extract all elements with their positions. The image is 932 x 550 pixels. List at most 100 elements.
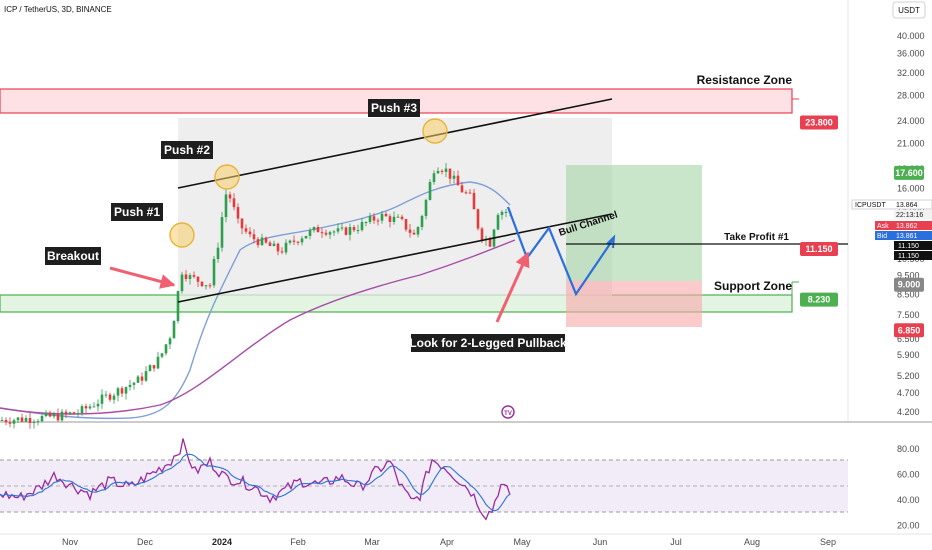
- candle-body: [144, 371, 148, 381]
- candle-body: [356, 230, 360, 232]
- time-tick: Feb: [290, 537, 306, 547]
- quote-countdown: 22:13:16: [896, 212, 923, 219]
- candle-body: [124, 387, 128, 394]
- rsi-axis[interactable]: 80.00 60.00 40.00 20.00: [897, 444, 920, 531]
- time-tick: 2024: [212, 537, 232, 547]
- candle-body: [352, 227, 356, 231]
- quote-extra-2: 11.150: [898, 253, 919, 260]
- rsi-tick: 60.00: [897, 470, 920, 480]
- candle-body: [204, 285, 208, 287]
- price-tick: 24.000: [897, 116, 925, 126]
- candle-body: [496, 214, 500, 230]
- candle-body: [272, 243, 276, 246]
- candle-body: [264, 237, 268, 243]
- candle-body: [372, 216, 376, 221]
- rsi-line: [0, 438, 511, 521]
- candle-body: [68, 412, 72, 414]
- price-level-value: 17.600: [895, 168, 923, 178]
- candle-body: [224, 194, 228, 218]
- ma-fast-line: [0, 181, 511, 420]
- candle-body: [16, 417, 20, 421]
- time-tick: Nov: [62, 537, 79, 547]
- candle-body: [292, 240, 296, 242]
- candle-body: [460, 185, 464, 193]
- price-level-value: 11.150: [805, 244, 832, 254]
- candle-body: [148, 365, 152, 372]
- rsi-tick: 80.00: [897, 444, 920, 454]
- price-tick: 6.500: [897, 334, 920, 344]
- candle-body: [364, 222, 368, 224]
- candle-body: [64, 411, 68, 414]
- breakout-label[interactable]: Breakout: [45, 247, 101, 265]
- candle-body: [336, 228, 340, 232]
- loss-zone[interactable]: [566, 281, 702, 327]
- candle-body: [476, 209, 480, 229]
- candle-body: [236, 207, 240, 219]
- candle-body: [308, 230, 312, 236]
- channel-upper-line[interactable]: [177, 98, 613, 189]
- quote-last: 13.864: [896, 202, 918, 209]
- candle-body: [248, 231, 252, 235]
- candle-body: [316, 227, 320, 233]
- price-level-value: 23.800: [805, 118, 833, 128]
- candle-body: [444, 168, 448, 172]
- candle-body: [72, 412, 76, 414]
- price-level-badge: 23.800: [800, 115, 838, 130]
- price-level-badge: 6.850: [894, 323, 924, 338]
- ma-slow-line: [0, 239, 516, 415]
- time-tick: Jun: [593, 537, 608, 547]
- time-tick: Aug: [744, 537, 760, 547]
- price-level-badge: 9.000: [894, 277, 924, 292]
- projection-path[interactable]: [506, 206, 615, 297]
- quote-symbol: ICPUSDT: [855, 202, 886, 209]
- candle-body: [216, 247, 220, 260]
- candle-body: [60, 411, 64, 421]
- candle-body: [188, 275, 192, 279]
- candle-body: [472, 192, 476, 210]
- quote-box: ICPUSDT 13.864 22:13:16 Ask 13.862 Bid 1…: [851, 199, 932, 260]
- candle-body: [88, 406, 92, 409]
- quote-ask-label: Ask: [877, 223, 889, 230]
- push2-label[interactable]: Push #2: [161, 141, 213, 159]
- price-tick: 5.900: [897, 350, 920, 360]
- candle-body: [488, 238, 492, 247]
- currency-button[interactable]: USDT: [892, 1, 926, 19]
- candle-body: [44, 412, 48, 417]
- candle-body: [340, 227, 344, 229]
- time-axis[interactable]: Nov Dec 2024 Feb Mar Apr May Jun Jul Aug Sep: [62, 537, 836, 547]
- profit-zone[interactable]: [566, 165, 702, 281]
- candle-body: [416, 226, 420, 235]
- push3-label[interactable]: Push #3: [368, 99, 420, 117]
- rsi-tick: 20.00: [897, 521, 920, 531]
- push1-highlight: [169, 222, 195, 248]
- candle-body: [48, 412, 52, 417]
- candle-body: [500, 211, 504, 215]
- candle-body: [452, 175, 456, 179]
- candle-body: [212, 259, 216, 286]
- candle-body: [504, 211, 508, 213]
- price-level-value: 9.000: [898, 280, 921, 290]
- candle-body: [116, 388, 120, 396]
- candle-body: [412, 232, 416, 235]
- svg-text:Push #3: Push #3: [371, 101, 417, 115]
- take-profit-label: Take Profit #1: [724, 232, 789, 243]
- pullback-label[interactable]: Look for 2-Legged Pullback: [409, 334, 567, 352]
- candle-body: [172, 321, 176, 339]
- price-level-badge: 17.600: [894, 165, 924, 180]
- candle-body: [56, 413, 60, 421]
- candle-body: [288, 240, 292, 243]
- quote-ask: 13.862: [896, 223, 918, 230]
- time-tick: Dec: [137, 537, 154, 547]
- candle-body: [196, 276, 200, 282]
- candle-body: [284, 242, 288, 253]
- candle-body: [220, 217, 224, 248]
- pullback-arrow: [495, 251, 530, 323]
- push1-label[interactable]: Push #1: [111, 203, 163, 221]
- quote-bid: 13.861: [896, 233, 918, 240]
- candle-body: [320, 232, 324, 234]
- currency-label: USDT: [898, 6, 920, 15]
- candle-body: [408, 229, 412, 233]
- candle-body: [112, 395, 116, 400]
- channel-lower-line[interactable]: [177, 213, 613, 303]
